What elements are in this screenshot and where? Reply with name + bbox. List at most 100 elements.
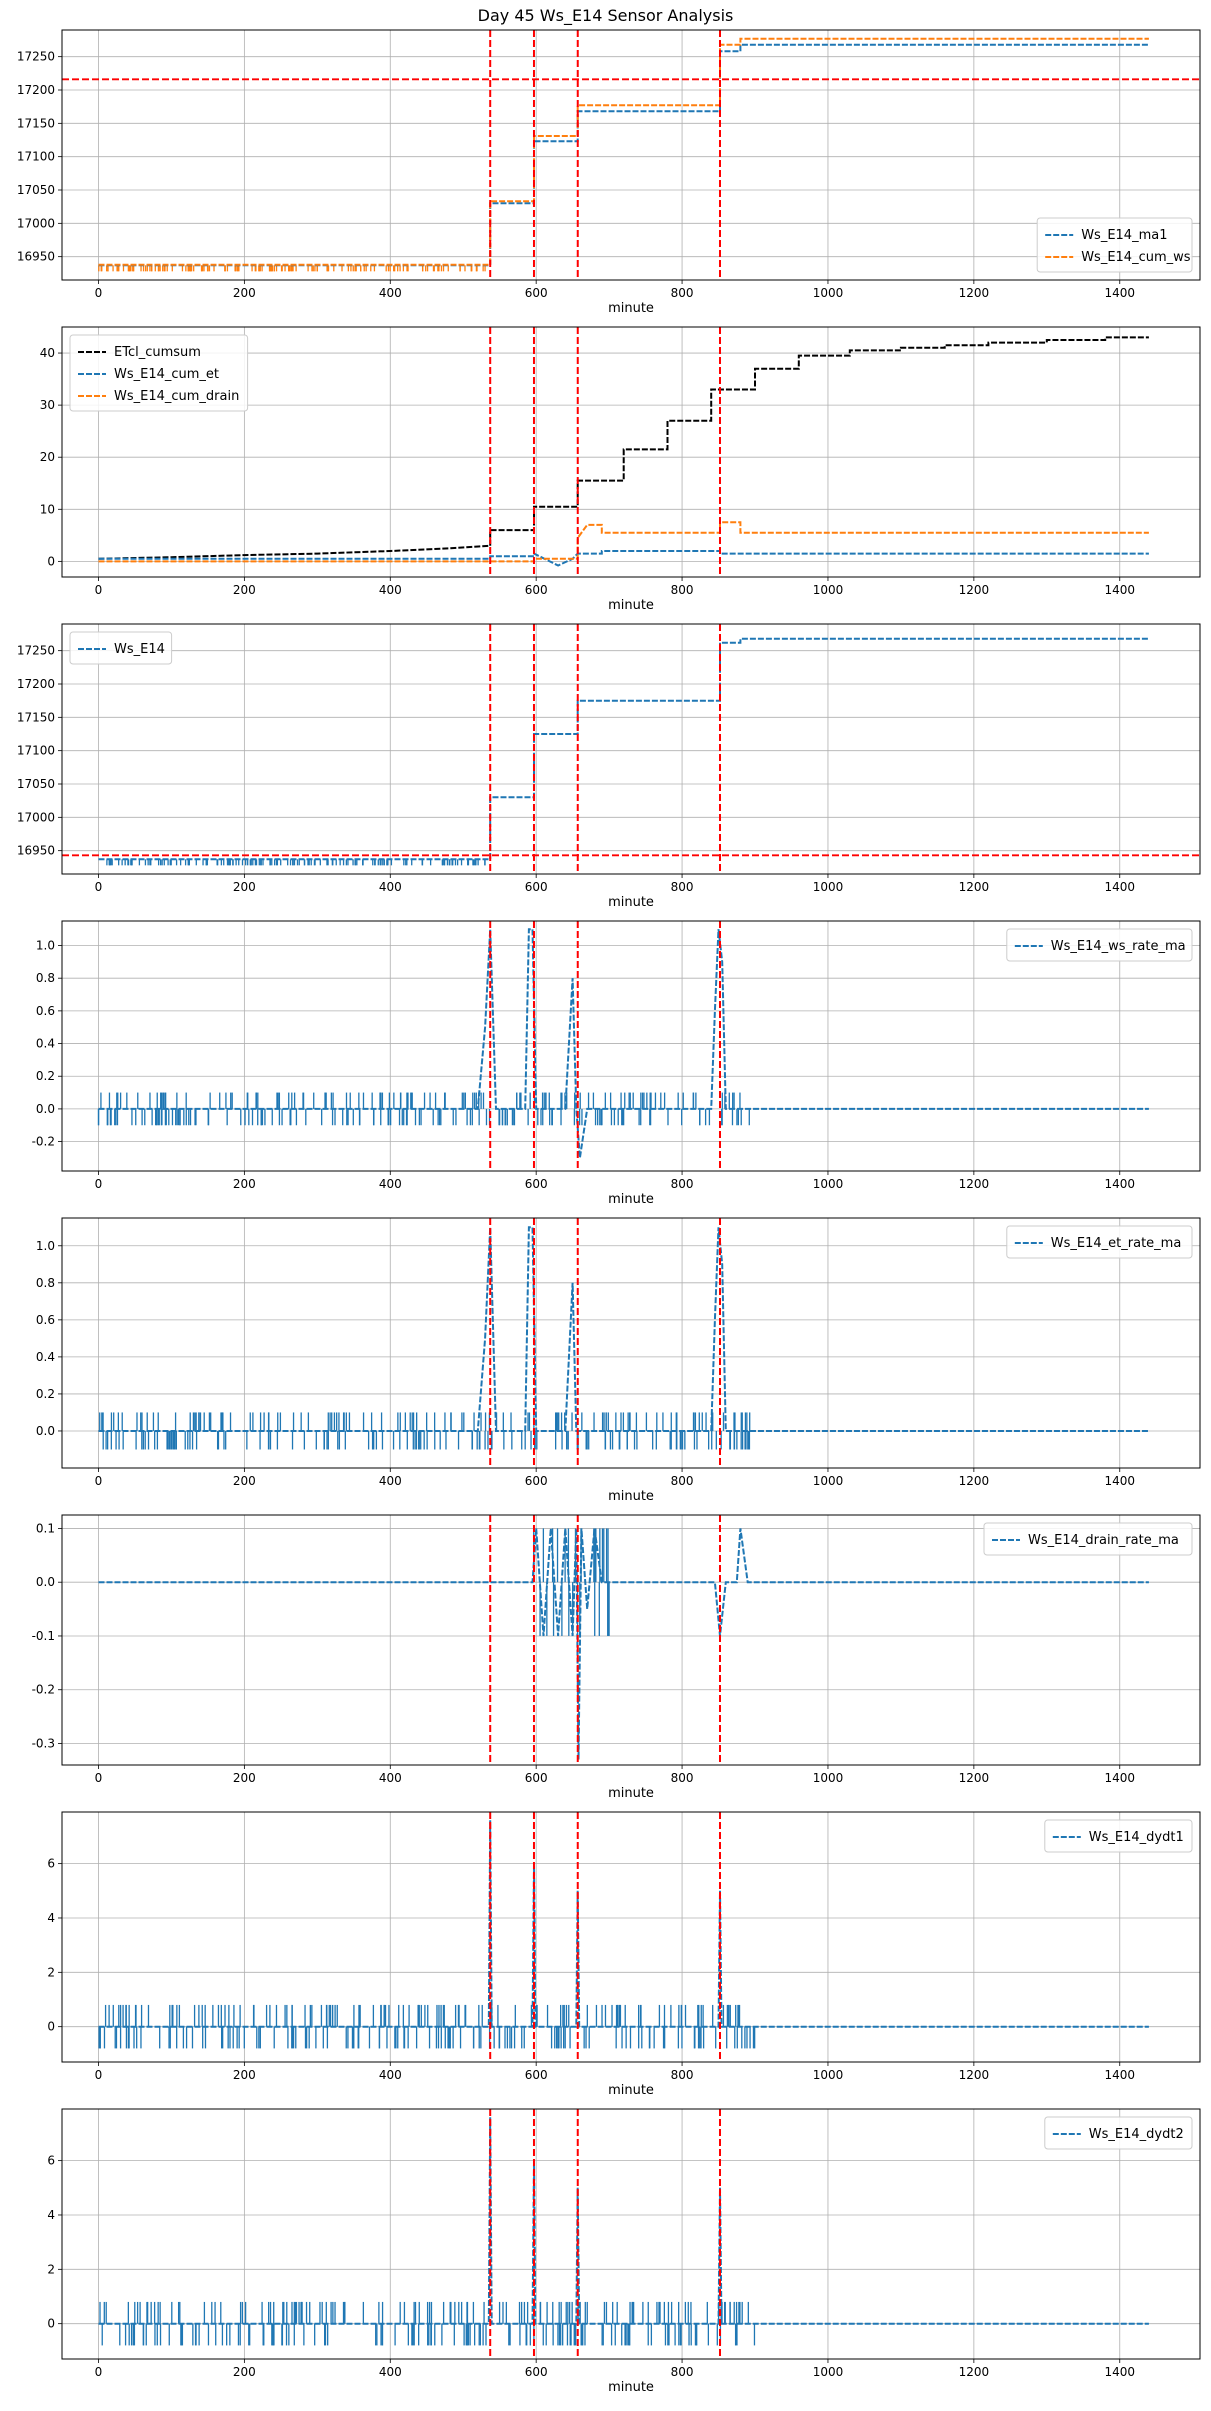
chart-panel-6: 0 200 400 600 800 1000 1200 1400 -0.3 -0.2 -0.1 0.0…: [32, 1514, 1201, 1801]
legend-box: [69, 334, 249, 412]
y-tick-label: 0.8: [36, 971, 55, 985]
legend-box: [1044, 1819, 1193, 1853]
x-tick-label: 200: [233, 2068, 256, 2082]
y-tick-label: 17150: [17, 710, 55, 724]
axes-frame: [61, 326, 1201, 578]
legend-box: [1036, 217, 1193, 273]
axes-frame: [61, 920, 1201, 1172]
plot-area: [98, 1812, 1149, 2062]
x-tick-label: 600: [525, 2068, 548, 2082]
series-line-Ws_E14_drain_rate_ma: [98, 1528, 1149, 1760]
x-tick-label: 800: [671, 1474, 694, 1488]
legend: Ws_E14_drain_rate_ma: [983, 1522, 1193, 1556]
x-tick-label: 1200: [959, 286, 990, 300]
legend-label: Ws_E14_cum_ws: [1081, 250, 1191, 265]
x-tick-label: 1000: [813, 2365, 844, 2379]
y-tick-label: 0: [47, 2317, 55, 2331]
y-tick-label: 1.0: [36, 939, 55, 953]
legend: Ws_E14_dydt1: [1044, 1819, 1193, 1853]
plot-area: [98, 1515, 1149, 1765]
y-tick-label: 16950: [17, 844, 55, 858]
x-tick-label: 1000: [813, 1771, 844, 1785]
x-tick-label: 1200: [959, 1177, 990, 1191]
series-line-Ws_E14_cum_ws: [98, 37, 1149, 266]
y-tick-label: 17250: [17, 644, 55, 658]
x-tick-label: 0: [95, 2365, 103, 2379]
x-tick-label: 1200: [959, 583, 990, 597]
y-tick-label: 0.8: [36, 1276, 55, 1290]
legend-label: Ws_E14_cum_drain: [114, 389, 239, 404]
series-line-Ws_E14_cum_et: [98, 550, 1149, 567]
x-tick-label: 0: [95, 286, 103, 300]
plot-area: [98, 1218, 1149, 1468]
y-tick-label: 2: [47, 1965, 55, 1979]
x-tick-label: 0: [95, 583, 103, 597]
x-tick-label: 600: [525, 583, 548, 597]
x-tick-label: 200: [233, 1474, 256, 1488]
x-tick-label: 200: [233, 2365, 256, 2379]
y-tick-label: -0.3: [32, 1736, 55, 1750]
y-tick-label: 17200: [17, 677, 55, 691]
x-tick-label: 400: [379, 2068, 402, 2082]
x-tick-label: 200: [233, 583, 256, 597]
legend: Ws_E14: [69, 631, 173, 665]
x-tick-label: 800: [671, 286, 694, 300]
x-tick-label: 400: [379, 880, 402, 894]
x-axis-label: minute: [608, 598, 654, 613]
x-tick-label: 0: [95, 2068, 103, 2082]
x-tick-label: 1400: [1104, 880, 1135, 894]
x-tick-label: 600: [525, 2365, 548, 2379]
x-tick-label: 800: [671, 1177, 694, 1191]
legend-box: [1044, 2116, 1193, 2150]
x-axis-label: minute: [608, 301, 654, 316]
axes-frame: [61, 1217, 1201, 1469]
x-tick-label: 800: [671, 2365, 694, 2379]
y-tick-label: -0.2: [32, 1683, 55, 1697]
chart-panel-1: 0 200 400 600 800 1000 1200 1400 16950 17000 17050…: [17, 29, 1201, 316]
legend-label: Ws_E14_dydt1: [1089, 1830, 1184, 1845]
series-line-ETcl_cumsum: [98, 336, 1149, 560]
series-line-Ws_E14: [98, 637, 1149, 861]
x-axis-label: minute: [608, 1192, 654, 1207]
y-tick-label: 0.6: [36, 1313, 55, 1327]
y-tick-label: 4: [47, 2208, 55, 2222]
x-tick-label: 800: [671, 2068, 694, 2082]
x-tick-label: 1400: [1104, 2068, 1135, 2082]
legend: ETcl_cumsum Ws_E14_cum_et Ws_E14_cum_drain: [69, 334, 249, 412]
series-line-Ws_E14_ma1: [98, 43, 1149, 267]
y-tick-label: 0.0: [36, 1575, 55, 1589]
x-tick-label: 1400: [1104, 2365, 1135, 2379]
legend-label: Ws_E14_ma1: [1081, 228, 1167, 243]
x-tick-label: 400: [379, 2365, 402, 2379]
x-tick-label: 0: [95, 1177, 103, 1191]
x-axis-label: minute: [608, 2380, 654, 2395]
y-tick-label: 10: [40, 502, 55, 516]
x-tick-label: 1200: [959, 1771, 990, 1785]
chart-panel-4: 0 200 400 600 800 1000 1200 1400 -0.2 0.0 0.2 0.4 0.…: [32, 920, 1201, 1207]
y-tick-label: 6: [47, 2154, 55, 2168]
y-tick-label: 20: [40, 450, 55, 464]
legend-label: Ws_E14_ws_rate_ma: [1051, 939, 1186, 954]
legend-label: Ws_E14: [114, 642, 165, 657]
axes-frame: [61, 1514, 1201, 1766]
chart-panel-8: 0 200 400 600 800 1000 1200 1400 0 2 4 6 minute Ws_E1…: [47, 2108, 1201, 2395]
axes-frame: [61, 1811, 1201, 2063]
y-tick-label: 0.1: [36, 1521, 55, 1535]
y-tick-label: 2: [47, 2262, 55, 2276]
y-tick-label: 0.4: [36, 1037, 55, 1051]
y-tick-label: 17250: [17, 50, 55, 64]
y-tick-label: 0.2: [36, 1387, 55, 1401]
chart-panel-2: 0 200 400 600 800 1000 1200 1400 0 10 20 30 40 minute…: [40, 326, 1201, 613]
x-tick-label: 400: [379, 583, 402, 597]
x-tick-label: 800: [671, 583, 694, 597]
chart-panel-7: 0 200 400 600 800 1000 1200 1400 0 2 4 6 minute Ws_E1…: [47, 1811, 1201, 2098]
x-tick-label: 1200: [959, 880, 990, 894]
legend-box: [1006, 1225, 1193, 1259]
x-tick-label: 1200: [959, 2365, 990, 2379]
axes-frame: [61, 2108, 1201, 2360]
legend-label: Ws_E14_et_rate_ma: [1051, 1236, 1182, 1251]
x-tick-label: 600: [525, 1771, 548, 1785]
x-tick-label: 400: [379, 286, 402, 300]
legend: Ws_E14_dydt2: [1044, 2116, 1193, 2150]
x-tick-label: 200: [233, 1177, 256, 1191]
